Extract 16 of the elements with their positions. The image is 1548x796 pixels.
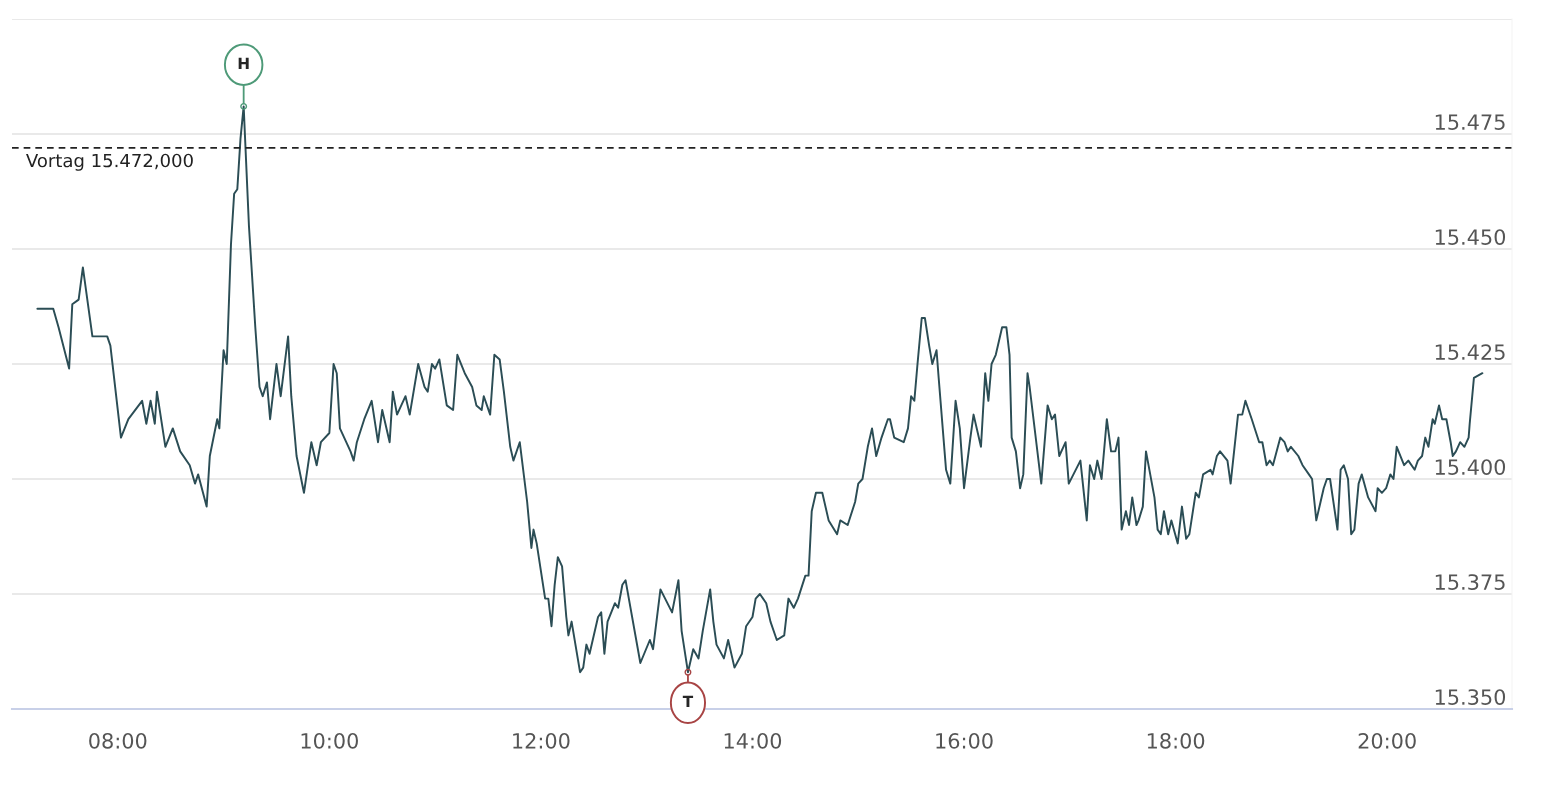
x-tick-label: 10:00 <box>301 732 358 749</box>
x-tick-label: 16:00 <box>936 732 993 749</box>
ref-line-label: Vortag 15.472,000 <box>26 153 193 171</box>
y-tick-label: 15.425 <box>1435 344 1505 360</box>
annotation: T <box>682 695 694 707</box>
x-tick-label: 18:00 <box>1147 732 1205 749</box>
y-tick-label: 15.475 <box>1435 114 1505 130</box>
x-tick-label: 20:00 <box>1358 732 1416 749</box>
x-tick-label: 14:00 <box>724 732 782 749</box>
y-tick-label: 15.375 <box>1435 574 1505 590</box>
y-tick-label: 15.350 <box>1435 689 1506 705</box>
y-tick-label: 15.450 <box>1435 229 1506 245</box>
x-tick-label: 08:00 <box>89 732 147 749</box>
y-tick-label: 15.400 <box>1435 459 1506 475</box>
annotation: H <box>238 57 249 69</box>
x-tick-label: 12:00 <box>513 732 570 749</box>
